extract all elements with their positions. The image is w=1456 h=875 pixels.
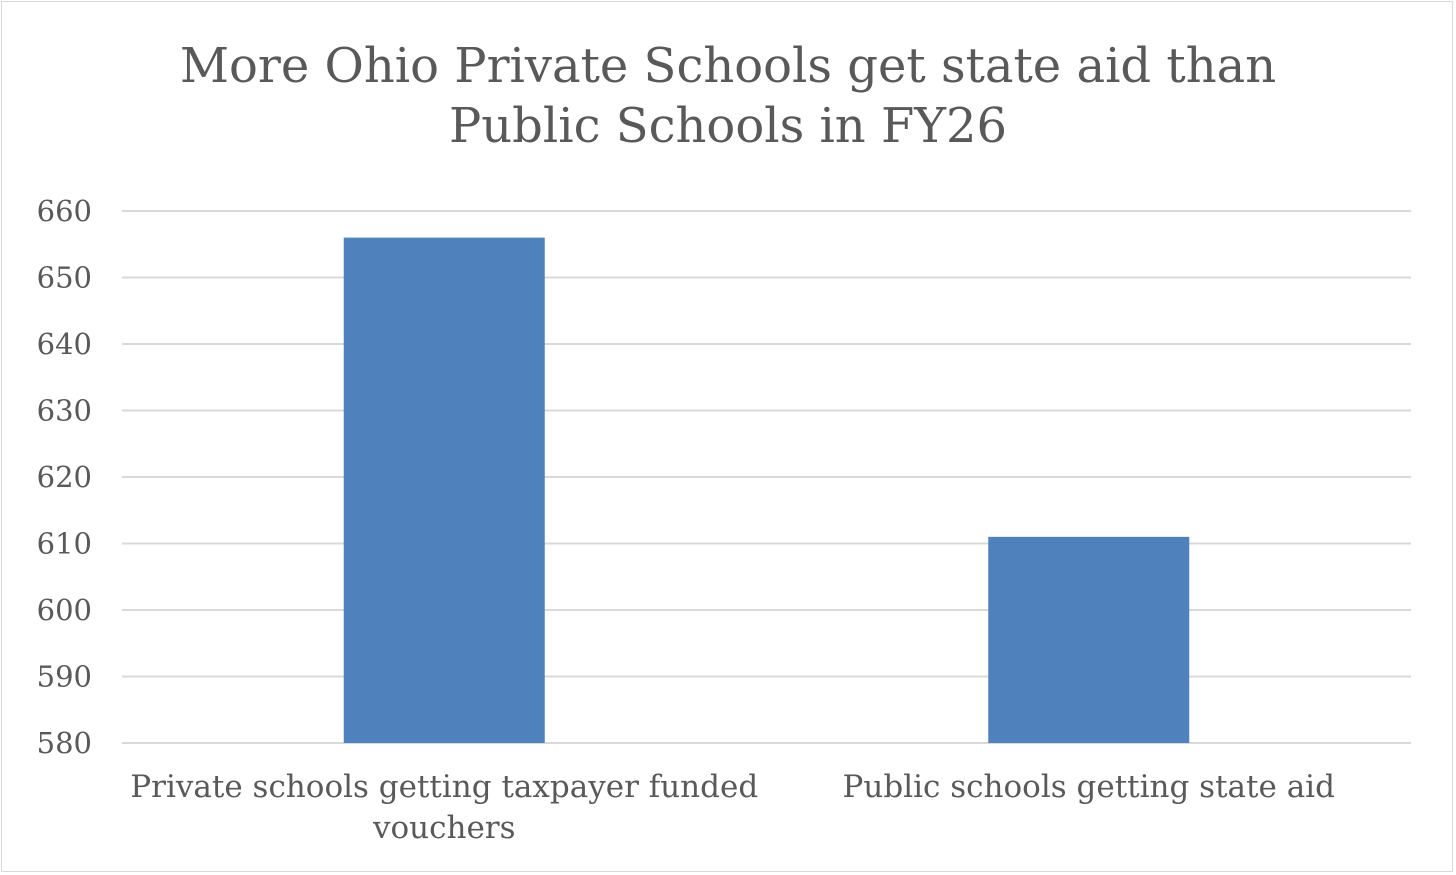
y-tick-label: 620: [37, 460, 92, 494]
chart-title-line-1: More Ohio Private Schools get state aid …: [179, 38, 1277, 94]
bar-2: [988, 536, 1190, 743]
bars: [343, 237, 1190, 743]
chart-title-line-2: Public Schools in FY26: [448, 98, 1008, 154]
y-axis-tick-labels: 580 590 600 610 620 630 640 650 660: [37, 194, 92, 760]
category-label: Private schools getting taxpayer funded: [130, 769, 758, 805]
x-axis-category-labels: Private schools getting taxpayer funded v…: [130, 769, 1335, 846]
chart-title: More Ohio Private Schools get state aid …: [0, 36, 1456, 156]
y-tick-label: 580: [37, 726, 92, 760]
gridlines: [122, 210, 1411, 744]
y-tick-label: 640: [37, 327, 92, 361]
y-tick-label: 630: [37, 394, 92, 428]
y-tick-label: 610: [37, 527, 92, 561]
y-tick-label: 600: [37, 593, 92, 627]
y-tick-label: 650: [37, 261, 92, 295]
y-tick-label: 660: [37, 194, 92, 228]
y-tick-label: 590: [37, 660, 92, 694]
bar-1: [343, 237, 545, 743]
category-label: vouchers: [372, 810, 516, 846]
category-label: Public schools getting state aid: [843, 769, 1335, 805]
